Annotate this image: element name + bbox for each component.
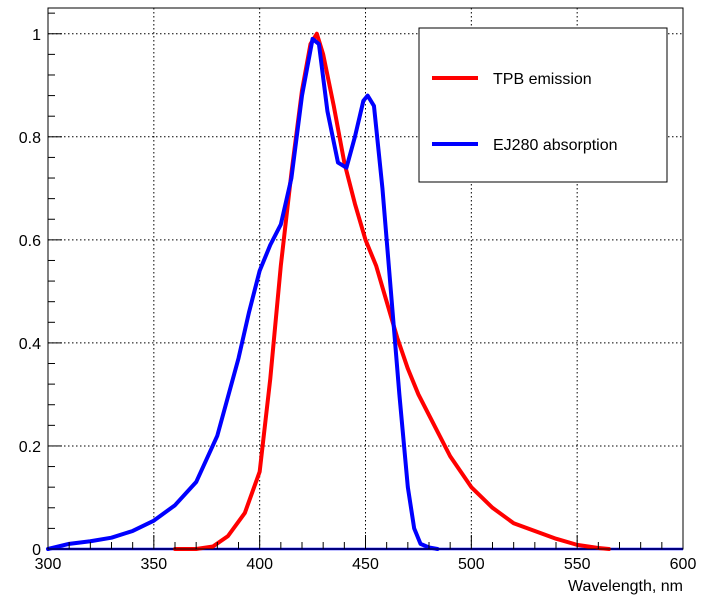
y-tick-label-4: 0.8	[19, 130, 41, 147]
x-tick-label-5: 550	[564, 556, 591, 573]
y-tick-label-0: 0	[32, 542, 41, 559]
legend-label-0: TPB emission	[493, 71, 592, 88]
x-axis-title: Wavelength, nm	[568, 578, 683, 595]
y-tick-label-1: 0.2	[19, 439, 41, 456]
legend: TPB emission EJ280 absorption	[418, 27, 668, 183]
ticks-layer: 300 350 400 450 500 550 600 0 0.2 0.4 0.6 0.8 1	[19, 12, 697, 573]
legend-box	[418, 27, 668, 183]
y-tick-label-2: 0.4	[19, 336, 41, 353]
x-tick-label-1: 350	[140, 556, 167, 573]
x-tick-label-4: 500	[458, 556, 485, 573]
x-tick-label-3: 450	[352, 556, 379, 573]
x-tick-label-6: 600	[670, 556, 697, 573]
legend-label-1: EJ280 absorption	[493, 137, 618, 154]
series-line-1	[46, 36, 440, 551]
y-tick-label-3: 0.6	[19, 233, 41, 250]
x-tick-label-0: 300	[35, 556, 62, 573]
x-tick-label-2: 400	[246, 556, 273, 573]
y-tick-label-5: 1	[32, 27, 41, 44]
series-line-0	[173, 31, 611, 551]
